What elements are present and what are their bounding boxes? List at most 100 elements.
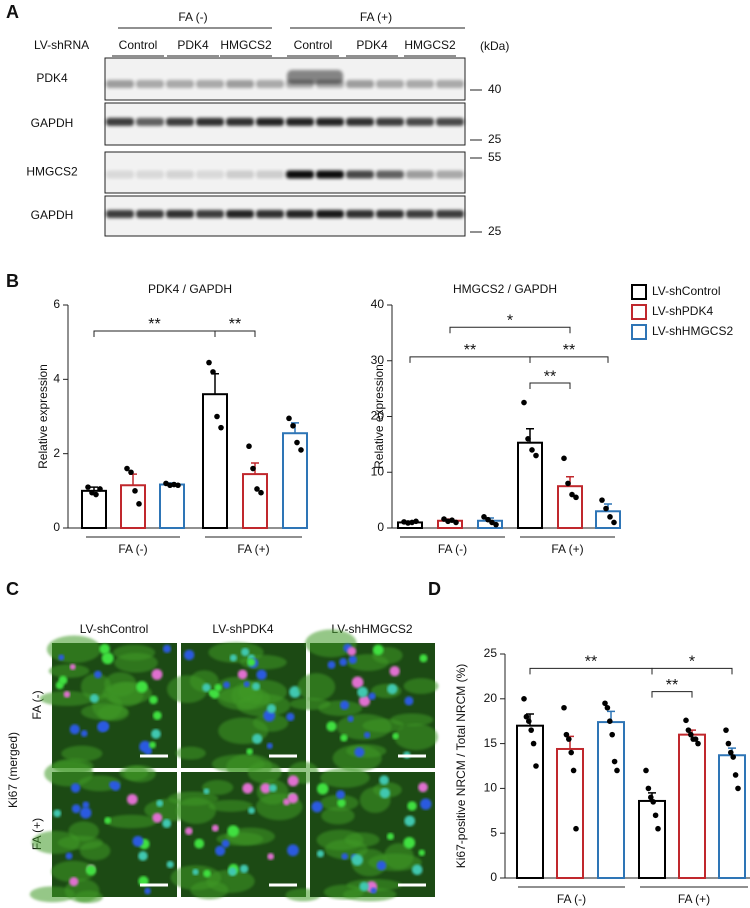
data-point [655,825,661,832]
blot-band [316,210,344,218]
nucleus [337,798,346,808]
y-tick-label: 0 [377,520,384,534]
data-point [521,399,527,406]
legend-swatch [631,304,647,320]
nucleus [69,724,80,735]
nucleus [407,801,417,811]
nucleus [223,681,231,689]
data-point [254,486,260,492]
nucleus [368,692,376,700]
nucleus [144,747,153,755]
blot-band [346,210,374,218]
cell-body [321,807,355,825]
data-point [599,497,605,503]
cell-body [297,673,336,701]
data-point [565,480,571,487]
nucleus [70,783,81,793]
bar [678,733,706,880]
legend-label: LV-shPDK4 [652,304,713,318]
blot-band [256,210,284,218]
nucleus [211,824,219,832]
data-point [521,696,527,702]
blot-band [406,170,434,179]
significance-bracket [529,382,571,390]
nucleus [347,715,354,722]
cell-body [68,821,99,842]
cell-body [320,767,370,788]
nucleus [359,695,371,707]
data-point [214,413,220,420]
significance-label: * [507,313,513,330]
cell-body [217,686,271,711]
data-point [614,767,620,774]
y-tick-label: 2 [53,446,60,460]
nucleus [194,838,205,849]
nucleus [156,799,164,807]
data-point [525,436,531,442]
data-point [604,704,611,711]
marker-label: 40 [488,82,502,96]
blot-band [196,80,224,89]
bar [556,747,584,880]
y-tick-label: 4 [53,372,60,386]
nucleus [228,867,237,876]
cell-body [342,887,397,902]
cell-body [166,675,209,704]
cell-body [346,744,387,758]
chart-title: HMGCS2 / GAPDH [453,282,557,296]
nucleus [339,700,350,710]
nucleus [136,681,148,693]
blot-band [106,117,134,126]
blot-band [346,117,374,126]
cell-body [344,832,380,847]
blot-frame [104,151,466,194]
cell-body [74,890,104,904]
cell-body [190,880,229,900]
data-point [735,785,741,792]
nucleus [287,792,299,804]
nucleus [418,782,428,793]
blot-band [196,210,224,218]
blot-band [136,170,164,179]
significance-bracket [449,326,571,334]
y-axis-label: Relative expression [36,364,50,469]
data-point [645,785,652,792]
blot-band [436,80,464,89]
data-point [728,749,734,756]
y-axis-label: Ki67 (merged) [6,732,20,808]
nucleus [379,787,391,799]
nucleus [267,853,275,860]
nucleus [99,643,110,655]
data-point [526,718,532,724]
nucleus [203,869,211,878]
nucleus [266,742,273,749]
x-tick-label: FA (+) [551,542,583,556]
data-point [643,767,649,774]
data-point [609,731,615,738]
nucleus [363,731,371,739]
nucleus [63,691,71,698]
bar [159,483,185,530]
bar [718,754,746,879]
nucleus [79,807,92,819]
data-point [218,424,224,431]
blot-band [256,80,284,89]
blot-band [436,210,464,218]
nucleus [266,704,277,714]
nucleus [357,686,369,698]
panel-label: D [428,579,441,599]
blot-band [166,80,194,89]
y-tick-label: 15 [484,736,498,750]
blot-band [136,117,164,126]
blot-frame [104,57,466,101]
blot-band [287,70,343,84]
data-point [533,763,539,769]
row-label: GAPDH [31,116,74,130]
nucleus [243,681,250,688]
nucleus [376,860,387,871]
nucleus [287,844,299,857]
unit-label: (kDa) [480,39,509,53]
data-point [97,486,103,492]
nucleus [404,696,414,706]
nucleus [208,689,215,696]
